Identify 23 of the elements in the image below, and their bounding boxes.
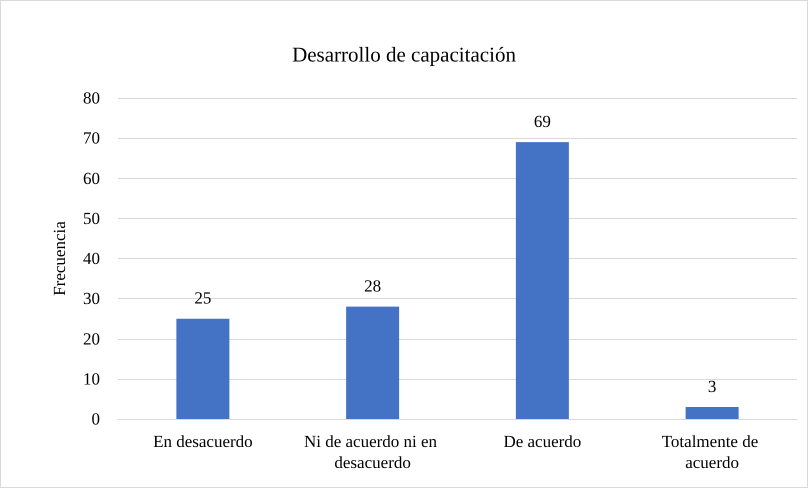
y-tick-label: 50 [83,208,100,228]
x-tick-label: Ni de acuerdo ni en desacuerdo [304,432,442,472]
data-label: 25 [194,288,212,308]
data-label: 69 [534,112,551,132]
y-tick-label: 30 [83,289,100,308]
y-tick-label: 10 [83,369,100,388]
chart-title: Desarrollo de capacitación [292,42,516,66]
data-label: 28 [364,276,382,296]
x-tick-label: Totalmente de acuerdo [662,432,763,472]
bar [176,318,230,419]
bar [686,406,739,419]
y-tick-label: 0 [92,410,100,428]
y-tick-label: 20 [83,329,100,348]
data-label: 3 [708,376,716,396]
y-tick-label: 80 [83,88,100,108]
bar [346,306,400,419]
y-tick-label: 60 [83,168,100,188]
bar [516,142,569,419]
y-tick-label: 70 [83,128,100,148]
x-tick-label: En desacuerdo [153,432,253,451]
y-axis-title: Frecuencia [50,220,69,296]
x-tick-label: De acuerdo [503,432,582,451]
y-tick-label: 40 [83,249,100,268]
